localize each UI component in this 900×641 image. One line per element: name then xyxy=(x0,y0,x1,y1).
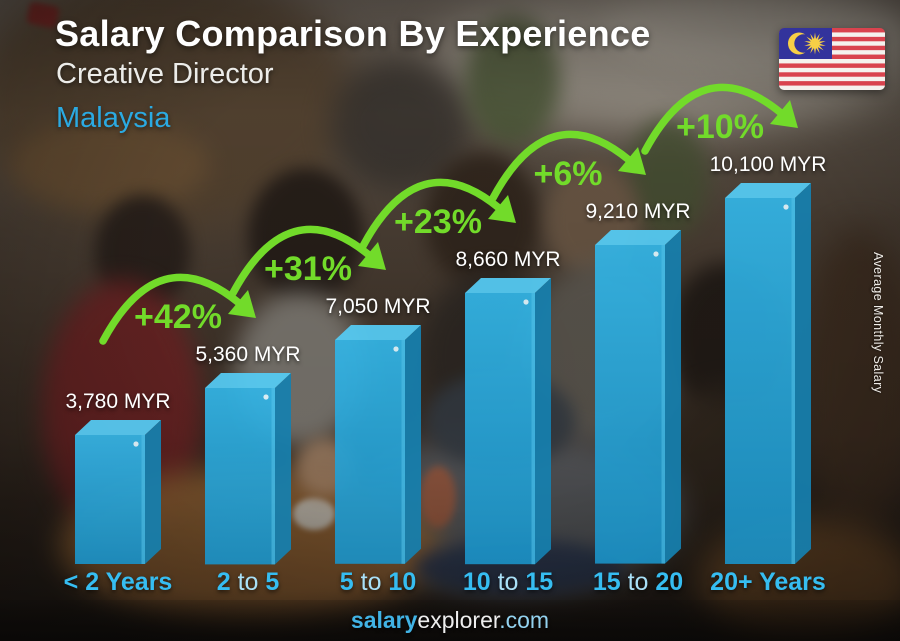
x-axis-label: 5 to 10 xyxy=(339,568,417,596)
bar-value-label: 7,050 MYR xyxy=(325,295,431,319)
bar-value-label: 10,100 MYR xyxy=(709,153,827,176)
bar xyxy=(595,230,681,564)
footer-brand-bold: salary xyxy=(350,607,418,633)
footer-brand: salaryexplorer.com xyxy=(0,607,900,634)
increase-arc: +10% xyxy=(635,73,805,163)
increase-percent-label: +6% xyxy=(534,155,603,193)
footer-brand-regular: explorer xyxy=(417,607,500,633)
page-title: Salary Comparison By Experience xyxy=(55,13,651,54)
x-axis-label: 20+ Years xyxy=(710,568,826,596)
x-axis-label: 10 to 15 xyxy=(462,568,554,596)
x-axis-label: 15 to 20 xyxy=(592,568,684,596)
increase-percent-label: +10% xyxy=(676,108,764,146)
bar xyxy=(75,420,161,564)
malaysia-flag-icon xyxy=(779,28,885,90)
footer-strip xyxy=(0,600,900,641)
bar-value-label: 3,780 MYR xyxy=(65,390,171,413)
bar-value-label: 9,210 MYR xyxy=(585,200,691,224)
increase-percent-label: +42% xyxy=(134,298,222,336)
increase-arc: +31% xyxy=(223,215,393,305)
bar-value-label: 5,360 MYR xyxy=(195,342,301,366)
x-axis-label: < 2 Years xyxy=(63,568,173,596)
bar xyxy=(725,183,811,564)
country-label: Malaysia xyxy=(56,102,171,134)
increase-percent-label: +31% xyxy=(264,250,352,288)
y-axis-label: Average Monthly Salary xyxy=(871,252,885,394)
job-title: Creative Director xyxy=(56,58,274,90)
bar xyxy=(205,372,291,564)
bar xyxy=(335,325,421,564)
increase-arc: +6% xyxy=(483,120,653,210)
x-axis-label: 2 to 5 xyxy=(216,568,280,596)
increase-arc: +23% xyxy=(353,168,523,258)
increase-percent-label: +23% xyxy=(394,203,482,241)
footer-domain-suffix: .com xyxy=(499,607,550,633)
increase-arc: +42% xyxy=(93,263,263,353)
bar xyxy=(465,277,551,564)
bar-value-label: 8,660 MYR xyxy=(455,247,561,271)
